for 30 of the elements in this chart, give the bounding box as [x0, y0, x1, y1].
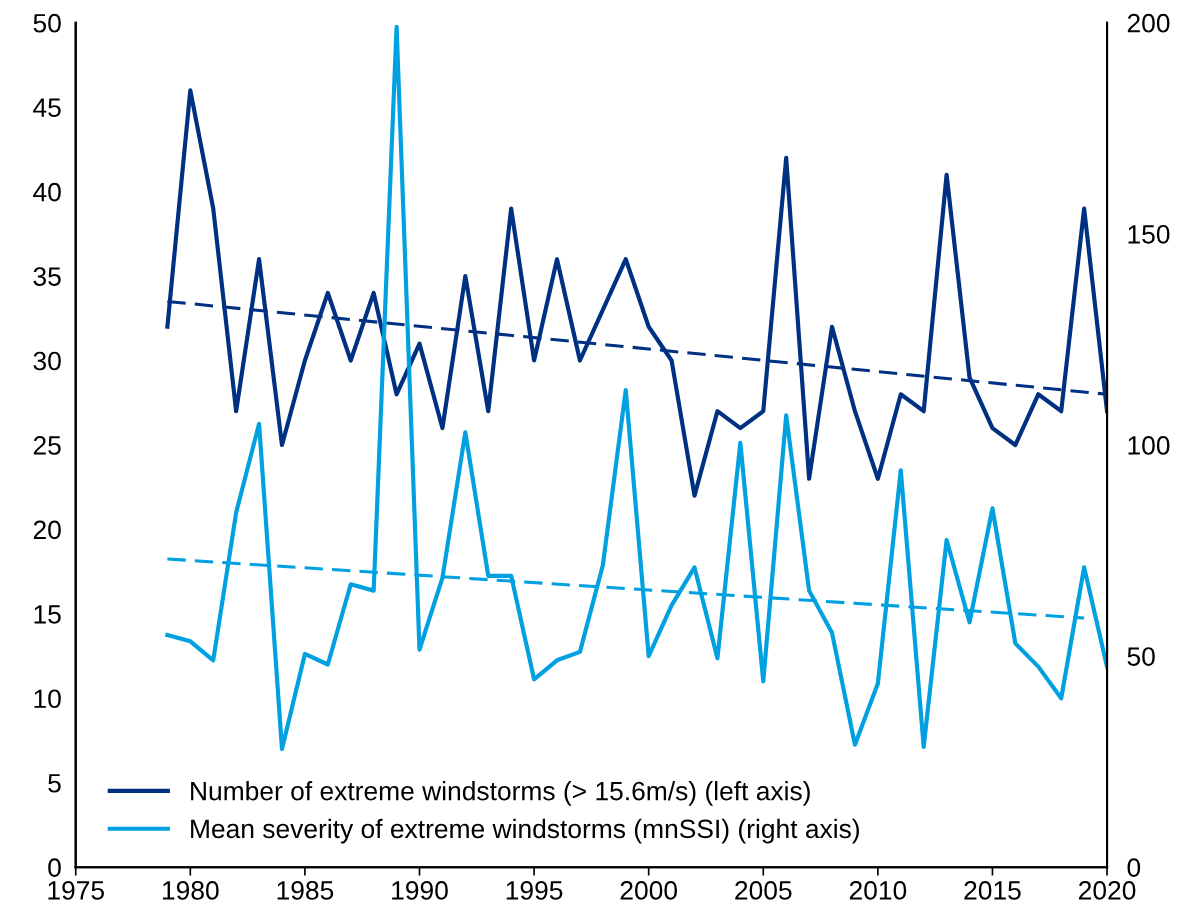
x-tick-label: 1995 — [506, 881, 563, 900]
y-tick-label: 30 — [33, 351, 61, 371]
x-tick-label: 1985 — [277, 881, 334, 900]
line-series — [165, 24, 1108, 752]
y2-tick-label: 50 — [1127, 647, 1155, 666]
y-tick-label: 25 — [33, 436, 61, 455]
y-tick-label: 15 — [34, 605, 61, 624]
x-tick-label: 2000 — [620, 881, 677, 900]
y-tick-label: 35 — [33, 267, 61, 286]
x-tick-label: 1990 — [392, 881, 448, 900]
y-tick-label: 50 — [33, 13, 61, 33]
x-tick-label: 2005 — [735, 881, 792, 900]
x-tick-label: 1980 — [162, 881, 219, 900]
y-tick-label: 5 — [48, 774, 61, 793]
y-tick-label: 45 — [33, 98, 61, 117]
y-tick-label: 20 — [33, 520, 61, 540]
x-tick-label: 2015 — [964, 881, 1021, 900]
y-tick-label: 0 — [48, 858, 61, 878]
y2-tick-label: 100 — [1128, 436, 1170, 455]
x-tick-label: 2010 — [849, 881, 907, 900]
y-tick-label: 10 — [34, 689, 61, 709]
x-tick-label: 2020 — [1079, 881, 1136, 900]
y2-tick-label: 0 — [1127, 858, 1141, 878]
x-tick-label: 1975 — [48, 881, 104, 900]
legend-label: Mean severity of extreme windstorms (mnSSI) (right axis) — [191, 818, 859, 844]
y2-tick-label: 200 — [1127, 13, 1170, 33]
line-series — [165, 88, 1108, 498]
y-tick-label: 40 — [33, 182, 61, 202]
legend-label: Number of extreme windstorms (> 15.6m/s) (left axis) — [191, 781, 810, 806]
y2-tick-label: 150 — [1128, 224, 1170, 244]
